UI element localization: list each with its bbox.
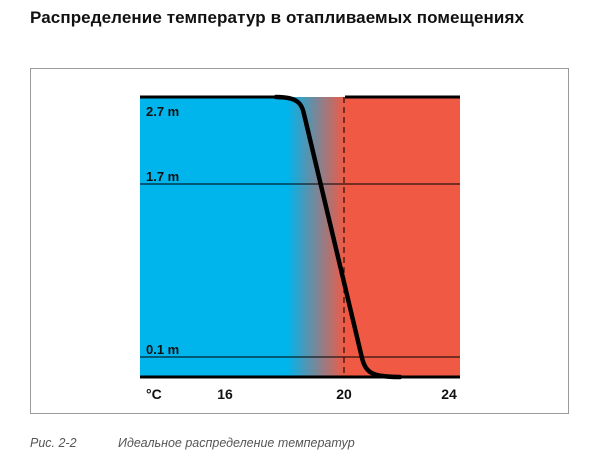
diagram-frame xyxy=(30,68,569,414)
temperature-background xyxy=(140,97,460,377)
height-label-2.7: 2.7 m xyxy=(146,104,179,119)
page-title: Распределение температур в отапливаемых … xyxy=(30,8,525,27)
figure-number: Рис. 2-2 xyxy=(30,436,77,450)
height-label-0.1: 0.1 m xyxy=(146,342,179,357)
axis-tick-16: 16 xyxy=(217,386,233,402)
axis-tick-20: 20 xyxy=(336,386,352,402)
height-label-1.7: 1.7 m xyxy=(146,169,179,184)
axis-unit-label: °C xyxy=(146,386,162,402)
figure-caption: Идеальное распределение температур xyxy=(118,436,355,450)
axis-tick-24: 24 xyxy=(441,386,457,402)
temperature-profile-curve xyxy=(273,94,403,380)
